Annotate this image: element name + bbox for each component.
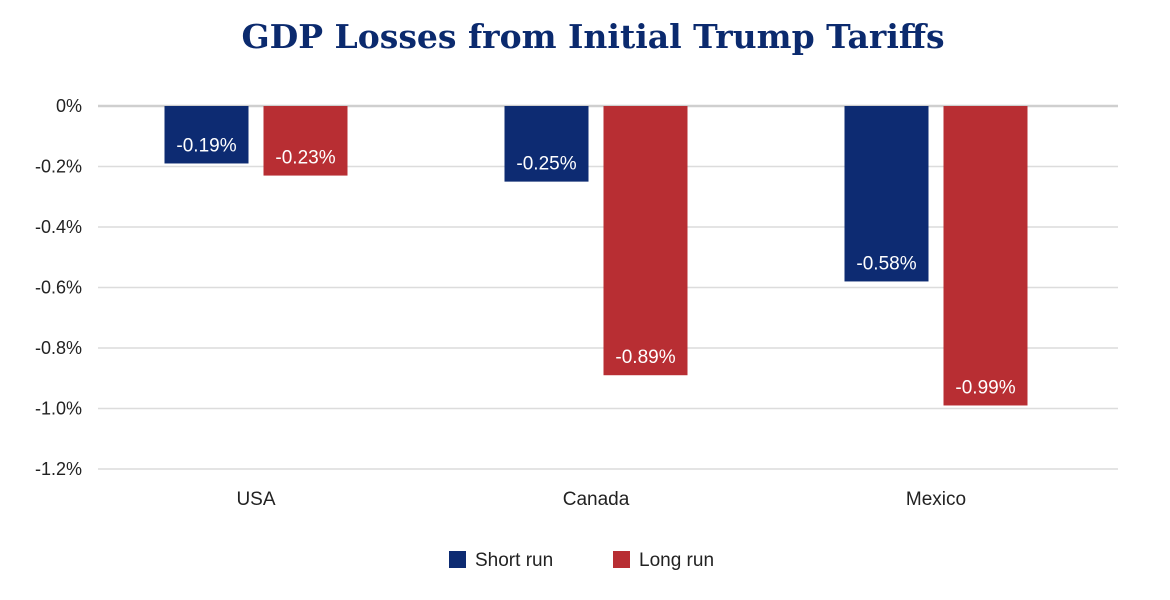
- x-tick-label: USA: [236, 489, 275, 510]
- x-tick-label: Mexico: [906, 489, 966, 510]
- y-axis: 0% -0.2% -0.4% -0.6% -0.8% -1.0% -1.2%: [35, 96, 82, 479]
- legend-label: Short run: [475, 550, 553, 571]
- y-tick-label: -0.6%: [35, 278, 82, 298]
- data-label: -0.58%: [856, 253, 916, 274]
- chart-title: GDP Losses from Initial Trump Tariffs: [241, 17, 944, 56]
- data-label: -0.99%: [955, 377, 1015, 398]
- legend-label: Long run: [639, 550, 714, 571]
- legend-swatch: [449, 551, 466, 568]
- y-tick-label: -0.2%: [35, 157, 82, 177]
- legend-item-long-run: Long run: [613, 550, 714, 571]
- legend: Short run Long run: [449, 550, 714, 571]
- bar-long-run-usa: [263, 106, 348, 176]
- bars: -0.19% -0.23% -0.25% -0.89% -0.58% -0.99%: [164, 106, 1028, 406]
- legend-item-short-run: Short run: [449, 550, 553, 571]
- y-tick-label: 0%: [56, 96, 82, 116]
- data-label: -0.89%: [615, 347, 675, 368]
- bar-short-run-usa: [164, 106, 249, 164]
- bar-long-run-mexico: [943, 106, 1028, 406]
- bar-short-run-mexico: [844, 106, 929, 282]
- x-axis: USA Canada Mexico: [236, 489, 966, 510]
- data-label: -0.23%: [275, 148, 335, 169]
- legend-swatch: [613, 551, 630, 568]
- y-tick-label: -1.2%: [35, 459, 82, 479]
- bar-long-run-canada: [603, 106, 688, 376]
- y-tick-label: -1.0%: [35, 399, 82, 419]
- data-label: -0.25%: [516, 154, 576, 175]
- y-tick-label: -0.8%: [35, 338, 82, 358]
- data-label: -0.19%: [176, 135, 236, 156]
- x-tick-label: Canada: [563, 489, 630, 510]
- y-tick-label: -0.4%: [35, 217, 82, 237]
- bar-short-run-canada: [504, 106, 589, 182]
